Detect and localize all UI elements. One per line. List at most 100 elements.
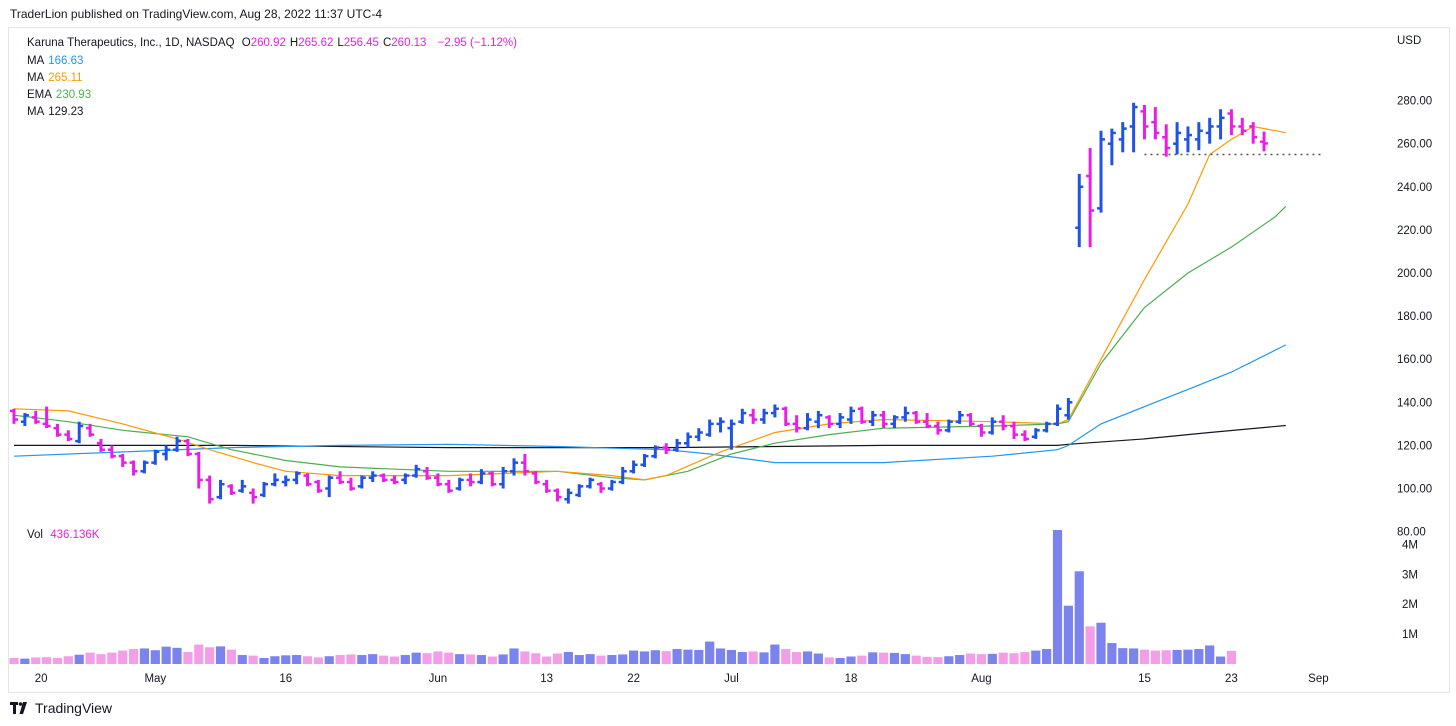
ohlc-bar — [640, 454, 649, 467]
volume-bar — [955, 655, 965, 664]
volume-bar — [389, 656, 400, 664]
ohlc-key-o: O — [241, 37, 251, 49]
indicator-name: MA — [27, 72, 45, 84]
volume-bar — [20, 658, 30, 664]
volume-bar — [618, 654, 628, 664]
ohlc-bar — [890, 415, 899, 429]
volume-bar — [9, 658, 19, 664]
volume-bar — [911, 655, 921, 664]
ohlc-bar — [520, 454, 529, 476]
volume-bar — [455, 654, 465, 664]
volume-bar — [835, 658, 845, 664]
volume-bar — [965, 653, 976, 664]
date-tick-label: May — [144, 673, 166, 685]
volume-bar — [63, 656, 73, 664]
volume-bar — [270, 656, 280, 664]
ohlc-bar — [412, 464, 421, 478]
ohlc-bar — [303, 473, 312, 487]
volume-bar — [1194, 649, 1204, 664]
ohlc-bar — [183, 438, 192, 457]
volume-bar — [1074, 571, 1084, 664]
ohlc-bar — [1173, 122, 1182, 155]
ohlc-bar — [1151, 107, 1160, 140]
ohlc-key-c: C — [382, 37, 392, 49]
volume-bar — [1020, 652, 1030, 664]
ohlc-bar — [1205, 117, 1214, 144]
volume-bar — [944, 656, 954, 664]
volume-bar — [335, 655, 345, 664]
volume-bar — [1205, 645, 1215, 664]
ohlc-bar — [31, 410, 40, 424]
ohlc-bar — [401, 473, 410, 485]
price-tick-label: 160.00 — [1397, 354, 1432, 366]
ohlc-key-l: L — [337, 37, 344, 49]
ohlc-bar — [716, 417, 725, 433]
ohlc-bar — [618, 466, 627, 485]
ohlc-bar — [1064, 397, 1073, 420]
volume-bar — [1226, 650, 1237, 664]
ohlc-bar — [314, 479, 323, 493]
ohlc-bar — [1249, 122, 1258, 144]
ohlc-value-c: 260.13 — [391, 37, 427, 49]
price-volume-chart[interactable]: USD 280.00 260.00 240.00 220.00 200.00 180.00… — [9, 28, 1449, 692]
ohlc-bar — [792, 415, 801, 433]
ohlc-bar — [629, 460, 638, 474]
volume-tick-label: 1M — [1402, 629, 1418, 641]
ohlc-bar — [20, 413, 29, 427]
footer: TradingView — [10, 700, 112, 716]
ohlc-bar — [1086, 148, 1095, 248]
chart-frame[interactable]: USD 280.00 260.00 240.00 220.00 200.00 180.00… — [8, 27, 1450, 693]
volume-bar — [400, 655, 410, 664]
ohlc-bar — [977, 423, 986, 437]
ohlc-bar — [770, 404, 779, 418]
volume-bar — [302, 656, 313, 664]
ohlc-bar — [662, 443, 671, 455]
tradingview-logo-icon — [10, 702, 27, 714]
volume-bar — [444, 652, 454, 664]
ohlc-key-h: H — [289, 37, 299, 49]
ohlc-bar — [803, 413, 812, 431]
indicator-value: 230.93 — [55, 89, 92, 101]
ohlc-bar — [553, 488, 562, 502]
ohlc-value-o: 260.92 — [250, 37, 286, 49]
volume-bar — [802, 651, 813, 664]
indicator-row: MA 265.11 — [27, 72, 87, 84]
volume-bar — [378, 655, 389, 664]
ohlc-bar — [1140, 104, 1149, 140]
volume-bar — [259, 658, 269, 664]
date-tick-label: 18 — [845, 673, 858, 685]
volume-bar — [465, 654, 476, 664]
volume-bar — [1172, 649, 1182, 664]
ohlc-bar — [825, 415, 834, 429]
volume-bar — [1215, 656, 1226, 664]
ohlc-bar — [694, 428, 703, 442]
ohlc-bar — [86, 423, 95, 437]
price-tick-label: 240.00 — [1397, 182, 1432, 194]
ohlc-bar — [1227, 109, 1236, 136]
ma-line-orange — [13, 125, 1286, 481]
volume-bar — [694, 649, 704, 664]
ohlc-bar — [944, 419, 953, 433]
volume-bar — [792, 652, 802, 664]
volume-bar — [74, 654, 84, 664]
volume-bar — [118, 650, 128, 664]
ohlc-bar — [781, 406, 790, 427]
volume-bar — [574, 655, 584, 664]
ohlc-bar — [901, 406, 910, 422]
ohlc-bar — [173, 436, 182, 452]
volume-bar — [922, 656, 932, 664]
volume-bar — [715, 648, 726, 664]
ohlc-bar — [705, 419, 714, 437]
ohlc-bar — [575, 484, 584, 498]
price-tick-label: 140.00 — [1397, 397, 1432, 409]
ohlc-bar — [846, 406, 855, 424]
volume-bar — [770, 644, 780, 664]
volume-bar — [672, 649, 682, 664]
ohlc-bar — [933, 421, 942, 435]
indicator-row: EMA 230.93 — [27, 89, 95, 101]
ohlc-bar — [477, 469, 486, 485]
volume-bar — [498, 654, 508, 664]
symbol-legend: Karuna Therapeutics, Inc., 1D, NASDAQ O2… — [27, 37, 521, 49]
ohlc-bar — [10, 408, 18, 424]
volume-bar — [868, 652, 878, 664]
